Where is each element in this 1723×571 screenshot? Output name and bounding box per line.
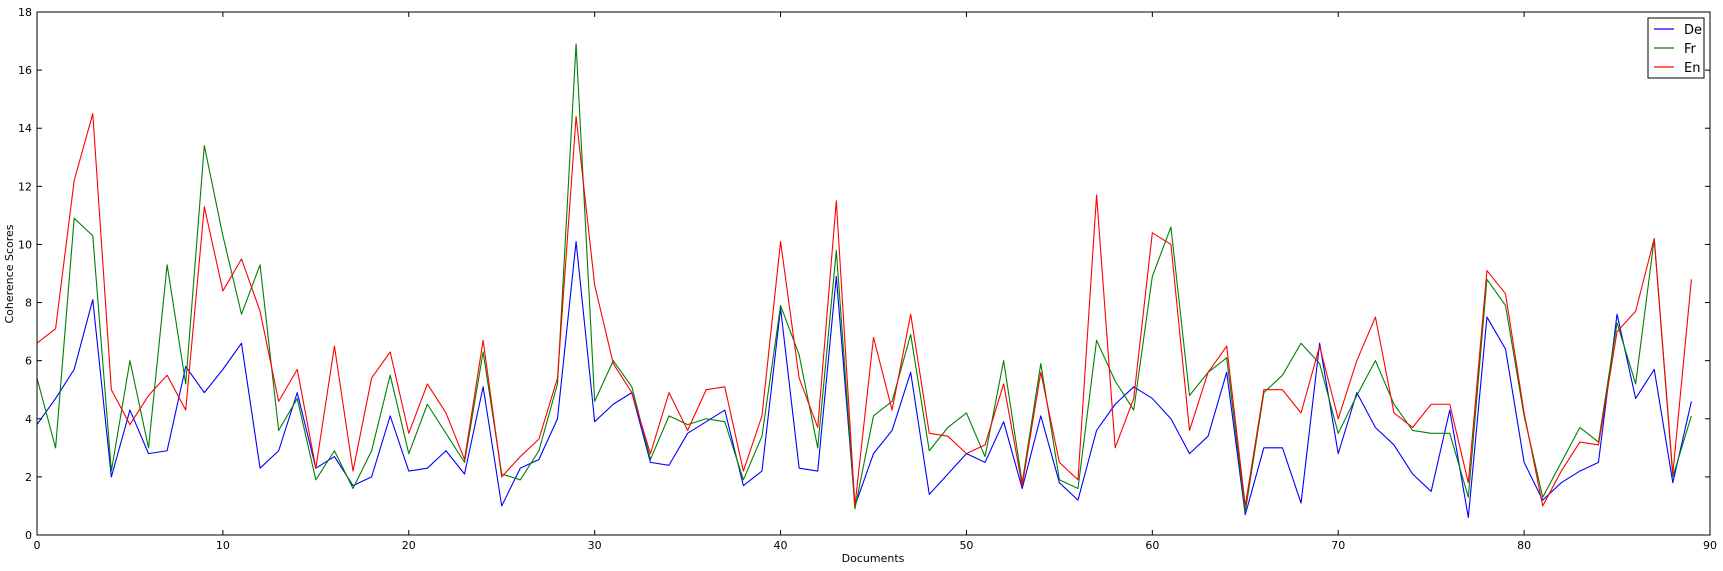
series-line-de (36, 240, 1692, 519)
x-tick-label: 50 (959, 539, 973, 552)
x-tick-label: 10 (216, 539, 230, 552)
y-tick-label: 14 (18, 122, 32, 135)
x-axis-label: Documents (842, 552, 905, 565)
legend-label-de: De (1684, 23, 1702, 38)
y-tick-label: 18 (18, 6, 32, 19)
x-tick-label: 0 (34, 539, 41, 552)
y-axis: 0 2 4 6 8 10 12 14 16 18 (18, 6, 1710, 542)
legend: De Fr En (1647, 17, 1705, 79)
series-line-fr (36, 43, 1692, 513)
plot-frame (36, 11, 1711, 536)
x-tick-label: 90 (1703, 539, 1717, 552)
y-tick-label: 10 (18, 238, 32, 251)
y-tick-label: 16 (18, 64, 32, 77)
y-tick-label: 0 (25, 529, 32, 542)
x-tick-label: 60 (1145, 539, 1159, 552)
plot-area (36, 11, 1711, 536)
x-tick-label: 80 (1517, 539, 1531, 552)
series-line-en (36, 113, 1692, 507)
y-tick-label: 6 (25, 355, 32, 368)
y-tick-label: 8 (25, 297, 32, 310)
y-tick-label: 12 (18, 180, 32, 193)
legend-label-fr: Fr (1684, 42, 1697, 57)
y-tick-label: 2 (25, 471, 32, 484)
x-tick-label: 30 (588, 539, 602, 552)
x-tick-label: 40 (774, 539, 788, 552)
y-axis-label: Coherence Scores (3, 224, 16, 323)
y-tick-label: 4 (25, 413, 32, 426)
x-axis: 0 10 20 30 40 50 60 70 80 90 (34, 12, 1717, 552)
x-tick-label: 70 (1331, 539, 1345, 552)
legend-label-en: En (1684, 61, 1700, 76)
x-tick-label: 20 (402, 539, 416, 552)
